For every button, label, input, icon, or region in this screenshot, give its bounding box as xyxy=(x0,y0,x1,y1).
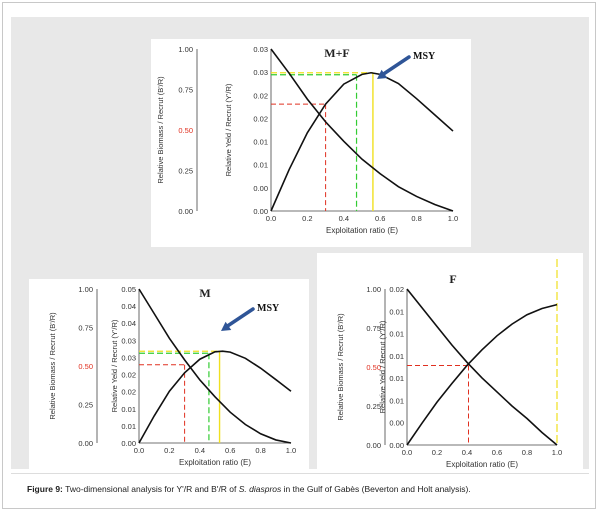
yield-curve xyxy=(270,71,454,212)
yield-tick-label: 0.01 xyxy=(253,138,268,147)
biomass-tick-label: 0.75 xyxy=(366,324,381,333)
yield-tick-label: 0.02 xyxy=(253,114,268,123)
figure-area: 0.00 0.25 0.50 0.75 1.00 0.00 0.00 0.01 0.01 0.02… xyxy=(11,17,589,475)
x-tick-label: 0.2 xyxy=(302,214,312,223)
caption-text-after: in the Gulf of Gabès (Beverton and Holt … xyxy=(281,484,471,494)
chart-title: M+F xyxy=(324,46,350,60)
biomass-curve xyxy=(138,288,292,444)
biomass-tick-label: 0.50 xyxy=(178,126,193,135)
x-tick-label: 0.8 xyxy=(255,446,265,455)
yield-tick-label: 0.03 xyxy=(121,353,136,362)
x-tick-label: 0.2 xyxy=(432,448,442,457)
yield-tick-label: 0.04 xyxy=(121,319,136,328)
yield-tick-label: 0.00 xyxy=(253,184,268,193)
chart-mf: 0.00 0.25 0.50 0.75 1.00 0.00 0.00 0.01 0.01 0.02… xyxy=(156,45,458,235)
chart-f: 0.000.250.500.751.000.000.000.010.010.01… xyxy=(336,259,562,469)
x-tick-label: 1.0 xyxy=(286,446,296,455)
chart-panel-f: 0.00 0.25 0.50 0.75 1.00 0.00 0.00 0.01 0.01 0.01… xyxy=(317,253,583,473)
x-tick-label: 0.2 xyxy=(164,446,174,455)
caption-label: Figure 9: xyxy=(27,484,63,494)
biomass-tick-label: 0.50 xyxy=(78,362,93,371)
msy-arrow-shaft xyxy=(224,307,255,329)
yield-tick-label: 0.03 xyxy=(253,45,268,54)
yield-tick-label: 0.00 xyxy=(389,441,404,450)
chart-m: 0.00 0.25 0.50 0.75 1.00 0.00 0.01 0.01 0.02 0.02… xyxy=(48,285,296,467)
biomass-tick-label: 1.00 xyxy=(78,285,93,294)
biomass-tick-label: 1.00 xyxy=(366,285,381,294)
biomass-tick-label: 0.75 xyxy=(178,86,193,95)
x-tick-label: 0.8 xyxy=(411,214,421,223)
yield-tick-label: 0.03 xyxy=(121,336,136,345)
biomass-axis-label: Relative Biomass / Recrut (B'/R) xyxy=(336,313,345,421)
biomass-tick-label: 0.75 xyxy=(78,324,93,333)
x-axis-label: Exploitation ratio (E) xyxy=(326,226,398,235)
yield-tick-label: 0.01 xyxy=(389,374,404,383)
yield-axis-label: Relative Yeld / Recrut (Y'/R) xyxy=(378,320,387,413)
yield-tick-label: 0.02 xyxy=(121,388,136,397)
figure-caption: Figure 9: Two-dimensional analysis for Y… xyxy=(11,473,589,503)
biomass-tick-label: 0.00 xyxy=(78,439,93,448)
caption-text-before: Two-dimensional analysis for Y'/R and B'… xyxy=(62,484,239,494)
msy-label: MSY xyxy=(413,51,436,62)
yield-tick-label: 0.03 xyxy=(253,68,268,77)
yield-tick-label: 0.00 xyxy=(253,207,268,216)
biomass-curve xyxy=(406,288,558,446)
x-axis-label: Exploitation ratio (E) xyxy=(179,458,251,467)
yield-tick-label: 0.01 xyxy=(121,405,136,414)
yield-tick-label: 0.02 xyxy=(121,371,136,380)
x-tick-label: 1.0 xyxy=(552,448,562,457)
x-tick-label: 0.6 xyxy=(492,448,502,457)
yield-tick-label: 0.01 xyxy=(389,307,404,316)
msy-arrow-shaft xyxy=(380,55,411,77)
msy-arrow-head xyxy=(377,69,388,79)
msy-arrow-head xyxy=(221,321,232,331)
x-tick-label: 0.0 xyxy=(266,214,276,223)
yield-axis-label: Relative Yeld / Recrut (Y'/R) xyxy=(110,319,119,412)
caption-species: S. diaspros xyxy=(238,484,282,494)
x-tick-label: 0.4 xyxy=(195,446,205,455)
x-tick-label: 0.6 xyxy=(225,446,235,455)
yield-tick-label: 0.01 xyxy=(389,352,404,361)
biomass-tick-label: 0.25 xyxy=(78,401,93,410)
chart-panel-m: 0.00 0.25 0.50 0.75 1.00 0.00 0.01 0.01 0.02 0.02… xyxy=(29,279,309,475)
yield-tick-label: 0.02 xyxy=(253,91,268,100)
yield-curve xyxy=(138,350,292,444)
x-tick-label: 0.6 xyxy=(375,214,385,223)
yield-axis-label: Relative Yeld / Recrut (Y'/R) xyxy=(224,83,233,176)
yield-tick-label: 0.02 xyxy=(389,285,404,294)
chart-panel-mf: 0.00 0.25 0.50 0.75 1.00 0.00 0.00 0.01 0.01 0.02… xyxy=(151,39,471,247)
x-tick-label: 0.8 xyxy=(522,448,532,457)
biomass-tick-label: 0.25 xyxy=(178,167,193,176)
biomass-tick-label: 0.50 xyxy=(366,363,381,372)
chart-title: F xyxy=(449,272,456,286)
yield-tick-label: 0.00 xyxy=(389,419,404,428)
yield-tick-label: 0.01 xyxy=(389,330,404,339)
chart-title: M xyxy=(199,286,210,300)
yield-tick-label: 0.05 xyxy=(121,285,136,294)
x-tick-label: 0.4 xyxy=(339,214,349,223)
biomass-curve xyxy=(270,48,454,212)
x-tick-label: 1.0 xyxy=(448,214,458,223)
yield-tick-label: 0.01 xyxy=(253,161,268,170)
x-tick-label: 0.0 xyxy=(402,448,412,457)
biomass-axis-label: Relative Biomass / Recrut (B'/R) xyxy=(156,76,165,184)
biomass-tick-label: 1.00 xyxy=(178,45,193,54)
biomass-tick-label: 0.00 xyxy=(178,207,193,216)
x-tick-label: 0.4 xyxy=(462,448,472,457)
biomass-tick-label: 0.00 xyxy=(366,441,381,450)
biomass-axis-label: Relative Biomass / Recrut (B'/R) xyxy=(48,312,57,420)
yield-tick-label: 0.01 xyxy=(121,422,136,431)
x-axis-label: Exploitation ratio (E) xyxy=(446,460,518,469)
biomass-tick-label: 0.25 xyxy=(366,402,381,411)
x-tick-label: 0.0 xyxy=(134,446,144,455)
yield-tick-label: 0.00 xyxy=(121,439,136,448)
yield-tick-label: 0.01 xyxy=(389,396,404,405)
msy-label: MSY xyxy=(257,303,280,314)
yield-curve xyxy=(406,303,558,446)
yield-tick-label: 0.04 xyxy=(121,302,136,311)
